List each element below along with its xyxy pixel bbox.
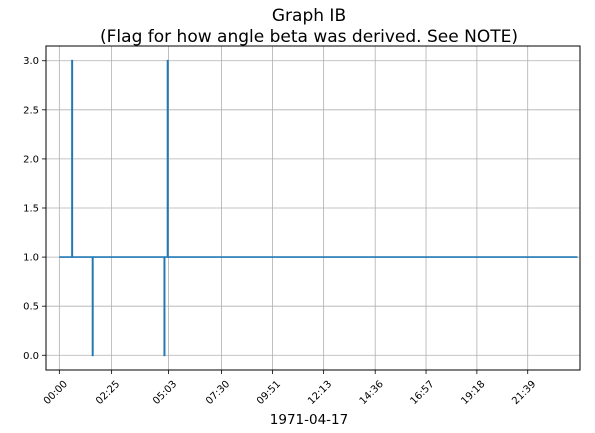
x-tick-label: 09:51 — [255, 379, 283, 407]
series-layer — [59, 59, 578, 357]
x-tick-label: 16:57 — [409, 379, 437, 407]
x-tick-label: 14:36 — [358, 379, 386, 407]
x-axis-label: 1971-04-17 — [270, 412, 348, 428]
x-tick-label: 05:03 — [151, 379, 179, 407]
y-tick-label: 1.5 — [23, 204, 39, 215]
y-tick-label: 2.5 — [23, 105, 39, 116]
chart-title-line-1: Graph IB — [272, 6, 346, 26]
x-tick-label: 12:13 — [306, 379, 334, 407]
chart-title-line-2: (Flag for how angle beta was derived. Se… — [100, 27, 518, 47]
y-tick-label: 0.5 — [23, 302, 39, 313]
y-axis: 0.0 0.5 1.0 1.5 2.0 2.5 3.0 — [23, 56, 46, 362]
grid — [46, 46, 580, 370]
x-tick-label: 02:25 — [94, 379, 122, 407]
x-tick-label: 07:30 — [204, 379, 232, 407]
series-line — [59, 59, 578, 357]
y-tick-label: 2.0 — [23, 154, 39, 165]
x-tick-label: 21:39 — [510, 379, 538, 407]
y-tick-label: 0.0 — [23, 351, 39, 362]
y-tick-label: 3.0 — [23, 56, 39, 67]
x-tick-label: 00:00 — [42, 379, 70, 407]
x-axis: 00:00 02:25 05:03 07:30 09:51 12:13 14:36 16:57… — [42, 370, 538, 407]
y-tick-label: 1.0 — [23, 253, 39, 264]
x-tick-label: 19:18 — [459, 379, 487, 407]
